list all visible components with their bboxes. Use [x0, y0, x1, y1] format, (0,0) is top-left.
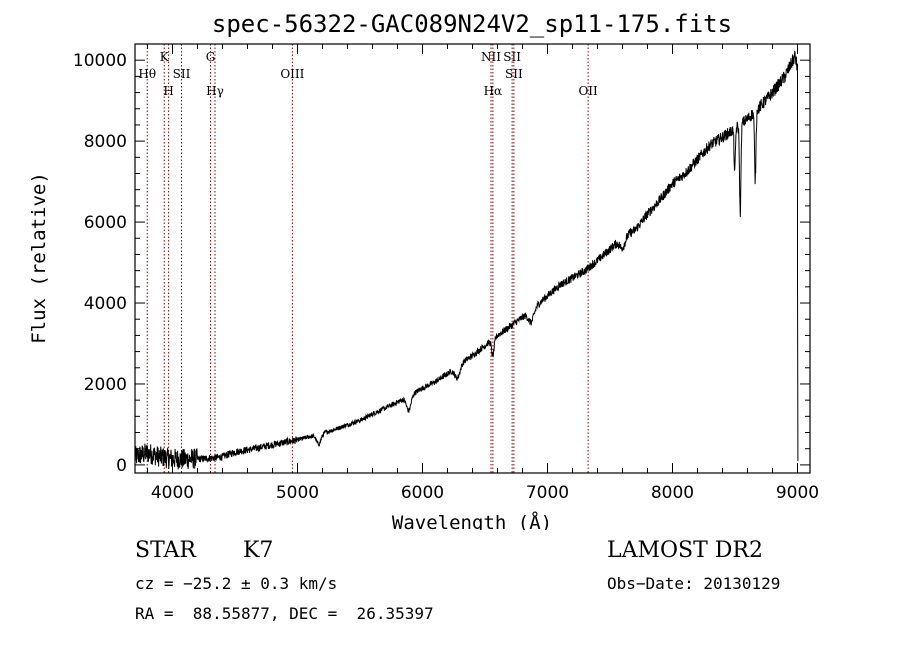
survey-name: LAMOST DR2	[607, 538, 763, 563]
y-tick-label-5: 10000	[73, 51, 127, 71]
observation-date: Obs−Date: 20130129	[607, 574, 781, 593]
spectral-line-label-11: OII	[578, 84, 598, 98]
spectrum-chart: spec-56322-GAC089N24V2_sp11-175.fits Hθ K…	[28, 10, 819, 530]
y-tick-label-2: 4000	[84, 294, 127, 314]
spectral-line-label-3: SII	[173, 67, 191, 81]
x-tick-label-0: 4000	[151, 483, 194, 503]
x-tick-label-2: 6000	[401, 483, 444, 503]
y-tick-label-0: 0	[116, 456, 127, 476]
x-tick-label-1: 5000	[276, 483, 319, 503]
y-axis-label: Flux (relative)	[28, 172, 50, 344]
spectral-line-label-5: Hγ	[206, 84, 224, 98]
spectrum-series	[134, 50, 799, 470]
spectral-line-label-7: NII	[481, 50, 501, 64]
axis-ticks-layer: 4000 5000 6000 7000 8000 9000 0 2000 4000 6000 800…	[73, 44, 819, 503]
plot-frame	[134, 43, 811, 474]
spectral-line-label-1: K	[160, 50, 170, 64]
spectral-line-label-0: Hθ	[138, 67, 156, 81]
spectral-line-label-9: SII	[503, 50, 521, 64]
spectral-line-label-4: G	[206, 50, 216, 64]
object-class: STAR	[135, 538, 196, 563]
x-axis-label: Wavelength (Å)	[392, 511, 552, 530]
object-subclass: K7	[243, 538, 274, 563]
spectral-line-label-6: OIII	[280, 67, 304, 81]
spectral-line-label-10: SII	[505, 67, 523, 81]
chart-title: spec-56322-GAC089N24V2_sp11-175.fits	[212, 10, 732, 38]
x-tick-label-5: 9000	[776, 483, 819, 503]
y-tick-label-4: 8000	[84, 132, 127, 152]
spectrum-layer	[134, 50, 799, 470]
spectral-line-label-8: Hα	[484, 84, 503, 98]
y-tick-label-1: 2000	[84, 375, 127, 395]
x-tick-label-3: 7000	[526, 483, 569, 503]
x-tick-label-4: 8000	[651, 483, 694, 503]
redshift-velocity: cz = −25.2 ± 0.3 km/s	[135, 574, 338, 593]
sky-coordinates: RA = 88.55877, DEC = 26.35397	[135, 604, 434, 623]
spectral-line-label-2: H	[163, 84, 173, 98]
y-tick-label-3: 6000	[84, 213, 127, 233]
